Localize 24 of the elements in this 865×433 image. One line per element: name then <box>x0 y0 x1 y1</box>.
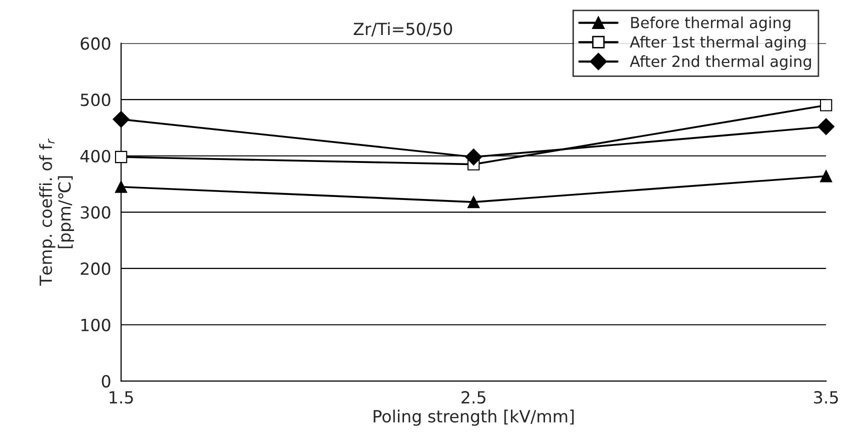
point <box>818 118 834 135</box>
x-tick-label: 2.5 <box>462 391 486 404</box>
x-tick-label: 1.5 <box>110 391 133 404</box>
y-tick-label: 600 <box>80 37 110 50</box>
y-tick-label: 200 <box>80 262 110 276</box>
y-tick-label: 400 <box>80 150 110 162</box>
point <box>465 148 482 166</box>
point <box>468 196 480 208</box>
x-axis-title: Poling strength [kV/mm] <box>374 410 574 426</box>
y-tick-label: 500 <box>80 94 110 106</box>
y-tick-label: 100 <box>81 318 110 332</box>
text: Temp. coeffi. of f$_{r}$ [ppm/℃] <box>39 138 74 286</box>
chart-title: Zr/Ti=50/50 <box>354 22 452 37</box>
legend-label: Before thermal aging <box>631 16 790 32</box>
point <box>115 150 128 164</box>
x-tick-label: 3.5 <box>814 391 838 404</box>
point <box>112 110 130 128</box>
legend-label: After 1st thermal aging <box>630 36 806 51</box>
point <box>820 99 832 112</box>
y-tick-label: 0 <box>102 375 110 388</box>
legend-label: After 2nd thermal aging <box>630 55 811 70</box>
point <box>820 170 832 182</box>
point <box>115 180 128 193</box>
y-tick-label: 300 <box>80 206 110 219</box>
